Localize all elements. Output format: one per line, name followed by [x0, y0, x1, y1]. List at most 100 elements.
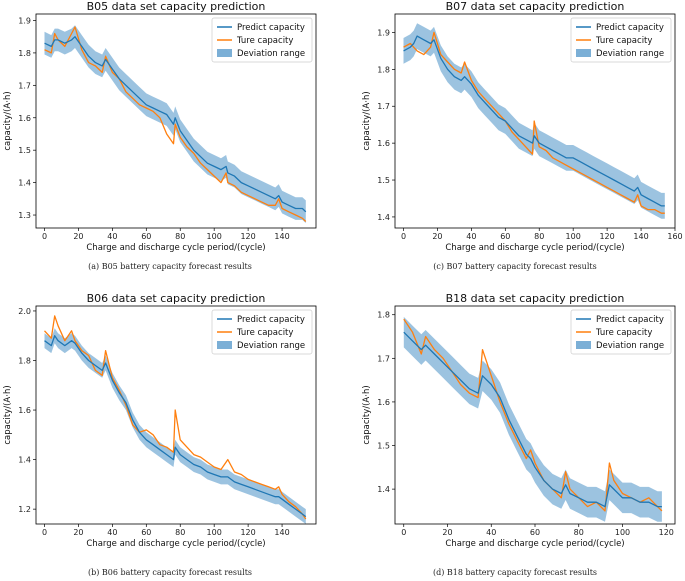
- legend-band-swatch: [576, 49, 591, 57]
- legend-entry: Predict capacity: [596, 315, 664, 325]
- y-tick-label: 1.4: [18, 456, 31, 465]
- x-axis-label: Charge and discharge cycle period/(cycle…: [86, 243, 265, 253]
- x-tick-label: 0: [401, 528, 406, 537]
- x-tick-label: 100: [207, 528, 222, 537]
- deviation-band: [403, 316, 662, 522]
- legend-box: [570, 309, 672, 355]
- y-tick-label: 1.2: [18, 505, 31, 514]
- legend-entry: Ture capacity: [595, 328, 652, 338]
- chart-b06: B06 data set capacity prediction 0 20 40 60 8…: [3, 292, 317, 549]
- x-tick-label: 40: [466, 232, 476, 241]
- x-tick-label: 140: [274, 528, 289, 537]
- x-tick-label: 20: [73, 528, 83, 537]
- legend-band-swatch: [576, 341, 591, 349]
- legend: Predict capacity Ture capacity Deviation r…: [570, 309, 672, 355]
- x-tick-label: 140: [633, 232, 648, 241]
- y-tick-label: 1.9: [377, 28, 390, 37]
- chart-title: B06 data set capacity prediction: [87, 292, 266, 305]
- y-tick-label: 1.4: [377, 213, 390, 222]
- x-tick-label: 40: [107, 528, 117, 537]
- legend-entry: Ture capacity: [236, 328, 293, 338]
- y-tick-label: 1.4: [377, 485, 390, 494]
- x-tick-label: 80: [574, 528, 584, 537]
- x-tick-label: 60: [141, 528, 151, 537]
- chart-b07: B07 data set capacity prediction 0 20 40 60 8…: [362, 0, 683, 253]
- x-tick-label: 100: [207, 232, 222, 241]
- x-tick-label: 0: [42, 232, 47, 241]
- chart-title: B18 data set capacity prediction: [446, 292, 625, 305]
- y-tick-label: 1.5: [18, 146, 31, 155]
- legend-entry: Ture capacity: [595, 36, 652, 46]
- legend-band-swatch: [217, 49, 232, 57]
- legend: Predict capacity Ture capacity Deviation r…: [211, 309, 313, 355]
- y-tick-label: 1.4: [18, 179, 31, 188]
- y-tick-label: 1.6: [18, 114, 31, 123]
- x-tick-label: 140: [274, 232, 289, 241]
- legend-entry: Predict capacity: [237, 315, 305, 325]
- legend-entry: Deviation range: [596, 341, 664, 351]
- x-tick-label: 20: [432, 232, 442, 241]
- true-capacity-line: [44, 26, 307, 222]
- y-tick-label: 1.6: [377, 398, 390, 407]
- legend: Predict capacity Ture capacity Deviation r…: [570, 17, 672, 63]
- x-tick-label: 120: [659, 528, 674, 537]
- chart-b05: B05 data set capacity prediction 0 20 40 60 8…: [3, 0, 317, 253]
- y-tick-label: 2.0: [18, 307, 31, 316]
- y-tick-label: 1.3: [18, 211, 31, 220]
- plot-frame: [35, 13, 317, 229]
- x-tick-label: 20: [73, 232, 83, 241]
- x-tick-label: 20: [442, 528, 452, 537]
- caption-d: (d) B18 battery capacity forecast result…: [432, 568, 598, 577]
- legend-box: [211, 309, 313, 355]
- y-axis-label: capacity/(A·h): [3, 385, 13, 444]
- legend: Predict capacity Ture capacity Deviation r…: [211, 17, 313, 63]
- panel-d-b18: B18 data set capacity prediction 0 20 40 60 8…: [345, 292, 685, 560]
- predict-capacity-line: [403, 35, 665, 207]
- y-tick-label: 1.8: [18, 357, 31, 366]
- x-tick-label: 40: [486, 528, 496, 537]
- x-tick-label: 120: [240, 232, 255, 241]
- legend-entry: Deviation range: [596, 49, 664, 59]
- y-tick-label: 1.7: [18, 81, 31, 90]
- y-tick-label: 1.7: [377, 354, 390, 363]
- caption-c: (c) B07 battery capacity forecast result…: [433, 262, 597, 271]
- legend-entry: Predict capacity: [237, 23, 305, 33]
- y-tick-label: 1.6: [377, 139, 390, 148]
- caption-b: (b) B06 battery capacity forecast result…: [87, 568, 253, 577]
- x-axis-label: Charge and discharge cycle period/(cycle…: [445, 539, 624, 549]
- true-capacity-line: [403, 318, 663, 512]
- x-tick-label: 0: [401, 232, 406, 241]
- predict-capacity-line: [44, 335, 307, 518]
- x-tick-label: 80: [175, 528, 185, 537]
- y-tick-label: 1.8: [377, 65, 390, 74]
- y-tick-label: 1.8: [18, 49, 31, 58]
- panel-b-b06: B06 data set capacity prediction 0 20 40 60 8…: [0, 292, 340, 560]
- y-axis-label: capacity/(A·h): [362, 385, 372, 444]
- legend-entry: Ture capacity: [236, 36, 293, 46]
- plot-frame: [35, 305, 317, 525]
- y-tick-label: 1.9: [18, 16, 31, 25]
- legend-entry: Predict capacity: [596, 23, 664, 33]
- legend-box: [570, 17, 672, 63]
- legend-entry: Deviation range: [237, 341, 305, 351]
- x-axis-label: Charge and discharge cycle period/(cycle…: [445, 243, 624, 253]
- legend-box: [211, 17, 313, 63]
- y-tick-label: 1.7: [377, 102, 390, 111]
- y-tick-label: 1.5: [377, 176, 390, 185]
- deviation-band: [44, 328, 306, 524]
- x-tick-label: 100: [615, 528, 630, 537]
- chart-b18: B18 data set capacity prediction 0 20 40 60 8…: [362, 292, 676, 549]
- x-tick-label: 80: [534, 232, 544, 241]
- panel-c-b07: B07 data set capacity prediction 0 20 40 60 8…: [345, 0, 685, 262]
- predict-capacity-line: [44, 36, 307, 213]
- x-tick-label: 60: [530, 528, 540, 537]
- legend-band-swatch: [217, 341, 232, 349]
- x-tick-label: 60: [500, 232, 510, 241]
- x-tick-label: 80: [175, 232, 185, 241]
- x-tick-label: 120: [240, 528, 255, 537]
- x-tick-label: 100: [566, 232, 581, 241]
- x-tick-label: 120: [599, 232, 614, 241]
- predict-capacity-line: [403, 331, 662, 508]
- y-tick-label: 1.8: [377, 311, 390, 320]
- chart-title: B07 data set capacity prediction: [446, 0, 625, 13]
